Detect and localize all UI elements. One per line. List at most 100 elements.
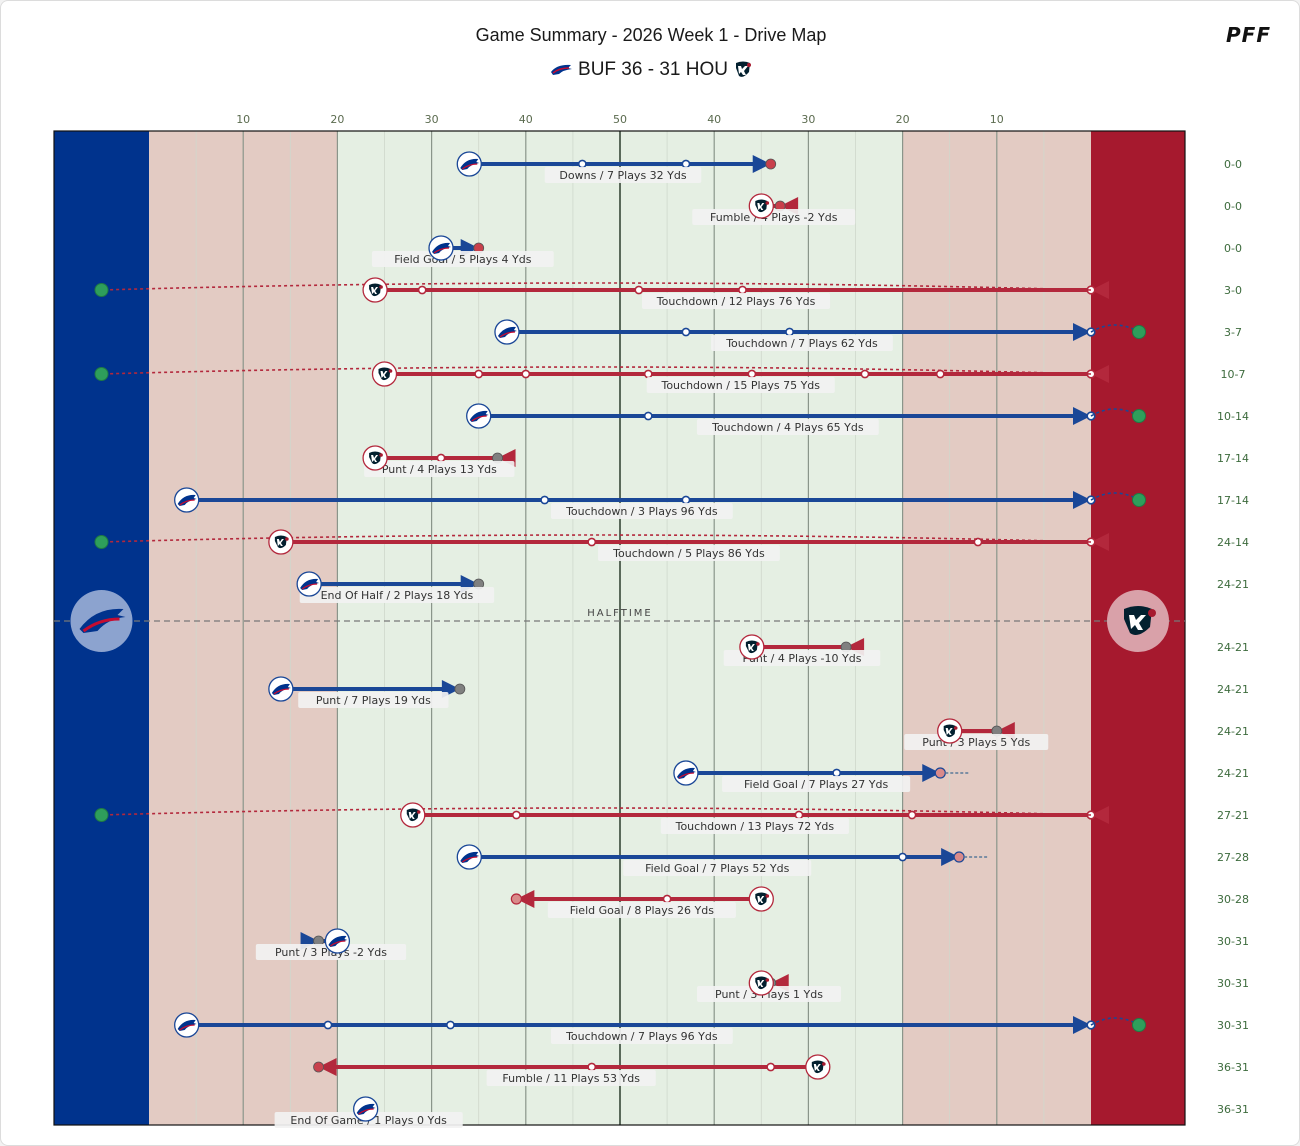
buf-logo-icon <box>353 1096 379 1122</box>
drive-7: Touchdown / 4 Plays 65 Yds 10-14 <box>478 407 1249 435</box>
play-dot <box>643 411 653 421</box>
logo-stripe <box>358 1108 374 1115</box>
play-dot <box>521 369 531 379</box>
drive-label-bg <box>598 545 780 561</box>
logo-mark <box>813 1064 821 1071</box>
drive-end-marker <box>454 683 466 695</box>
drive-label-bg <box>550 503 733 519</box>
drive-1: Downs / 7 Plays 32 Yds 0-0 <box>469 155 1242 183</box>
hou-logo-dot <box>1148 609 1156 617</box>
drive-label: Touchdown / 7 Plays 96 Yds <box>565 1030 718 1043</box>
logo-mark <box>757 203 765 210</box>
play-dot <box>587 1062 597 1072</box>
drive-label: Field Goal / 7 Plays 52 Yds <box>645 862 789 875</box>
fg-dot <box>510 893 522 905</box>
buf-logo-stripe <box>82 617 120 633</box>
drives: Downs / 7 Plays 32 Yds 0-0 Fumble / 4 Play… <box>94 151 1249 1128</box>
buf-logo-icon <box>456 151 482 177</box>
score-dot <box>1132 493 1146 507</box>
logo-dot <box>765 201 770 205</box>
drive-label: Punt / 7 Plays 19 Yds <box>316 694 431 707</box>
buf-logo-icon <box>174 1012 200 1038</box>
score-line: BUF 36 - 31 HOU <box>1 59 1299 81</box>
drive-score: 27-21 <box>1217 809 1249 822</box>
drive-arrow <box>516 890 535 908</box>
field-border <box>53 130 1186 1126</box>
drive-label-bg <box>299 587 495 603</box>
logo-dot <box>379 453 383 457</box>
play-dot <box>785 327 794 337</box>
drive-label: Touchdown / 3 Plays 96 Yds <box>565 505 718 518</box>
drive-score: 0-0 <box>1224 158 1242 171</box>
buf-logo-icon <box>466 403 492 429</box>
drive-end-marker <box>313 1061 324 1073</box>
play-dot <box>436 453 446 463</box>
drive-label-bg <box>696 419 879 435</box>
score-dot <box>1132 409 1146 423</box>
x-tick-label: 20 <box>330 113 344 126</box>
hou-endzone-logo-icon <box>1107 590 1169 652</box>
drive-label-bg <box>371 251 554 267</box>
drive-label: Fumble / 4 Plays -2 Yds <box>710 211 838 224</box>
pat-path <box>1090 492 1140 501</box>
drive-label-bg <box>641 293 831 309</box>
drive-16: Touchdown / 13 Plays 72 Yds 27-21 <box>94 806 1249 834</box>
x-tick-label: 10 <box>990 113 1004 126</box>
logo-dot <box>416 810 421 814</box>
drive-label: Field Goal / 7 Plays 27 Yds <box>744 778 888 791</box>
drive-label: Downs / 7 Plays 32 Yds <box>559 169 686 182</box>
play-dot <box>681 159 691 169</box>
drive-score: 30-31 <box>1217 977 1249 990</box>
drive-18: Field Goal / 8 Plays 26 Yds 30-28 <box>510 890 1249 918</box>
drive-label-bg <box>646 377 835 393</box>
score-dot <box>94 367 109 381</box>
play-dot <box>681 495 691 505</box>
buf-endzone-logo-icon <box>70 590 133 652</box>
play-dot <box>898 852 907 862</box>
hou-logo-icon <box>362 277 388 303</box>
logo-stripe <box>433 247 450 254</box>
drive-label: Field Goal / 5 Plays 4 Yds <box>394 253 531 266</box>
fg-dot <box>953 851 965 863</box>
drive-12: Punt / 4 Plays -10 Yds 24-21 <box>723 638 1249 666</box>
hou-logo-icon <box>739 634 765 660</box>
x-tick-label: 10 <box>236 113 250 126</box>
drive-label: Punt / 3 Plays 1 Yds <box>715 988 823 1001</box>
drive-label-bg <box>697 986 842 1002</box>
drive-score: 36-31 <box>1217 1103 1249 1116</box>
drive-score: 3-7 <box>1224 326 1242 339</box>
x-tick-label: 50 <box>613 113 627 126</box>
play-dot <box>935 369 945 379</box>
halftime-label: HALFTIME <box>587 608 653 619</box>
drive-arrow <box>1091 365 1109 383</box>
drive-arrow <box>1091 533 1109 551</box>
drive-arrow <box>1073 407 1091 425</box>
hou-logo-icon <box>748 886 774 912</box>
drive-label-bg <box>364 461 515 477</box>
logo-mark <box>276 539 284 546</box>
drive-22: Fumble / 11 Plays 53 Yds 36-31 <box>313 1058 1249 1086</box>
pat-path <box>101 534 1092 543</box>
play-dot <box>973 537 983 547</box>
score-dot <box>94 808 109 822</box>
pat-path <box>101 366 1092 375</box>
drive-label: Touchdown / 13 Plays 72 Yds <box>675 820 835 833</box>
buf-logo-icon <box>428 235 454 261</box>
play-dot <box>860 369 870 379</box>
score-dot <box>1132 1018 1146 1032</box>
hou-logo-icon <box>937 718 963 744</box>
drive-score: 17-14 <box>1217 452 1249 465</box>
play-dot <box>417 285 427 295</box>
hou-logo-mark <box>1129 615 1146 630</box>
drive-label-bg <box>544 167 702 183</box>
drive-score: 27-28 <box>1217 851 1249 864</box>
drive-3: Field Goal / 5 Plays 4 Yds 0-0 <box>371 239 1242 267</box>
drive-score: 24-21 <box>1217 578 1249 591</box>
drive-score: 0-0 <box>1224 200 1242 213</box>
logo-mark <box>757 980 765 987</box>
drive-score: 10-7 <box>1221 368 1246 381</box>
logo-stripe <box>179 499 195 506</box>
logo-stripe <box>273 688 289 695</box>
logo-mark <box>747 644 755 651</box>
